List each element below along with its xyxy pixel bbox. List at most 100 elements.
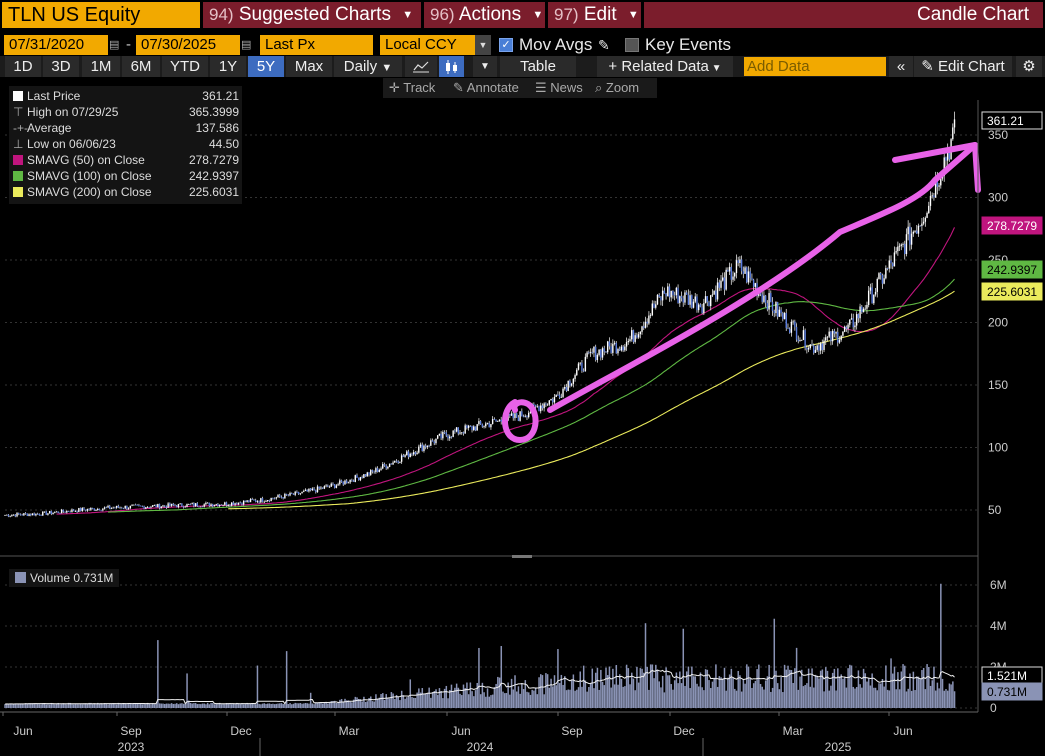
period-max-button[interactable]: Max bbox=[286, 56, 332, 77]
candle-body bbox=[455, 427, 458, 432]
candle-body bbox=[838, 339, 841, 343]
price-field-select[interactable]: Last Px bbox=[260, 35, 373, 55]
volume-bar bbox=[409, 679, 412, 708]
start-date-field[interactable]: 07/31/2020 bbox=[4, 35, 108, 55]
edit-menu[interactable]: 97) Edit ▼ bbox=[548, 2, 641, 28]
pencil-icon[interactable]: ✎ bbox=[598, 37, 610, 53]
caret-down-icon: ▼ bbox=[381, 62, 393, 74]
volume-bar bbox=[673, 680, 676, 708]
candle-body bbox=[59, 512, 61, 514]
candle-body bbox=[871, 287, 873, 304]
volume-bar bbox=[16, 704, 18, 708]
sma50-line bbox=[56, 227, 955, 515]
track-tool[interactable]: ✛ Track bbox=[389, 78, 435, 98]
candle-body bbox=[787, 327, 789, 329]
volume-bar bbox=[522, 689, 525, 708]
candle-body bbox=[710, 295, 712, 307]
candle-body bbox=[943, 157, 945, 177]
candle-body bbox=[380, 468, 382, 470]
low-marker-icon: ⊥ bbox=[13, 137, 24, 151]
currency-select[interactable]: Local CCY bbox=[380, 35, 475, 55]
collapse-double-chevron-icon[interactable]: « bbox=[889, 56, 913, 77]
frequency-select[interactable]: Daily ▼ bbox=[334, 56, 402, 77]
table-button[interactable]: Table bbox=[500, 56, 576, 77]
candle-body bbox=[570, 383, 573, 386]
volume-average-line bbox=[4, 669, 955, 705]
period-ytd-button[interactable]: YTD bbox=[162, 56, 208, 77]
volume-bar bbox=[311, 703, 314, 708]
candle-body bbox=[270, 497, 272, 502]
volume-bar bbox=[249, 703, 252, 708]
candle-body bbox=[24, 513, 27, 515]
candle-body bbox=[315, 490, 317, 493]
volume-bar bbox=[423, 694, 425, 708]
calendar-icon[interactable]: ▤ bbox=[109, 39, 120, 51]
volume-bar bbox=[617, 684, 619, 708]
candle-body bbox=[385, 465, 387, 469]
candle-body bbox=[807, 347, 810, 350]
candle-body bbox=[577, 363, 580, 370]
chart-type-dropdown[interactable]: ▼ bbox=[473, 56, 497, 77]
volume-bar bbox=[819, 670, 822, 708]
period-1d-button[interactable]: 1D bbox=[5, 56, 41, 77]
month-tick-label: Mar bbox=[339, 724, 360, 738]
edit-chart-button[interactable]: ✎ Edit Chart bbox=[914, 56, 1012, 77]
add-data-input[interactable]: Add Data bbox=[744, 57, 886, 76]
volume-bar bbox=[382, 693, 384, 708]
period-3d-button[interactable]: 3D bbox=[43, 56, 79, 77]
candle-body bbox=[160, 506, 162, 509]
news-tool[interactable]: ☰ News bbox=[535, 78, 583, 98]
volume-bar bbox=[570, 679, 573, 708]
mov-avgs-label[interactable]: Mov Avgs bbox=[519, 35, 593, 54]
volume-bar bbox=[352, 699, 355, 708]
price-tick-label: 50 bbox=[988, 503, 1002, 517]
period-1m-button[interactable]: 1M bbox=[82, 56, 120, 77]
volume-bar bbox=[31, 703, 34, 708]
ticker-field[interactable]: TLN US Equity bbox=[2, 2, 200, 28]
actions-menu[interactable]: 96) Actions ▼ bbox=[424, 2, 545, 28]
line-chart-icon[interactable] bbox=[405, 56, 437, 77]
calendar-icon[interactable]: ▤ bbox=[241, 39, 252, 51]
candle-body bbox=[644, 321, 647, 328]
volume-bar bbox=[658, 681, 660, 708]
zoom-tool[interactable]: ⌕ Zoom bbox=[595, 78, 639, 98]
annotate-tool[interactable]: ✎ Annotate bbox=[453, 78, 519, 98]
candle-body bbox=[639, 331, 642, 335]
candle-body bbox=[576, 369, 578, 376]
end-date-field[interactable]: 07/30/2025 bbox=[136, 35, 240, 55]
period-6m-button[interactable]: 6M bbox=[122, 56, 160, 77]
key-events-label[interactable]: Key Events bbox=[645, 35, 731, 54]
candle-body bbox=[217, 504, 219, 507]
candle-body bbox=[495, 419, 497, 422]
volume-bar bbox=[644, 623, 647, 708]
period-1y-button[interactable]: 1Y bbox=[210, 56, 246, 77]
gear-icon[interactable]: ⚙ bbox=[1016, 56, 1042, 77]
candle-body bbox=[218, 504, 221, 507]
volume-bar bbox=[251, 703, 254, 708]
candle-body bbox=[481, 424, 484, 427]
candle-body bbox=[359, 477, 362, 481]
volume-bar bbox=[718, 676, 721, 708]
mov-avgs-checkbox[interactable]: ✓ bbox=[499, 38, 513, 52]
candle-body bbox=[797, 339, 799, 342]
candle-body bbox=[928, 205, 930, 214]
chevron-down-icon[interactable]: ▼ bbox=[475, 35, 491, 55]
key-events-checkbox[interactable] bbox=[625, 38, 639, 52]
period-5y-button[interactable]: 5Y bbox=[248, 56, 284, 77]
volume-bar bbox=[948, 683, 951, 708]
volume-bar bbox=[335, 703, 338, 708]
related-data-button[interactable]: + Related Data ▼ bbox=[597, 56, 733, 77]
volume-bar bbox=[481, 682, 484, 708]
volume-bar bbox=[813, 687, 815, 708]
volume-bar bbox=[54, 704, 56, 708]
volume-bar bbox=[816, 675, 818, 708]
average-marker-icon: -+- bbox=[13, 121, 28, 135]
candle-chart-icon[interactable] bbox=[439, 56, 464, 77]
volume-bar bbox=[715, 664, 717, 708]
suggested-charts-menu[interactable]: 94) Suggested Charts ▼ bbox=[203, 2, 421, 28]
candle-body bbox=[42, 511, 44, 516]
volume-bar bbox=[728, 674, 731, 708]
candle-body bbox=[172, 503, 174, 506]
candle-body bbox=[297, 491, 300, 495]
